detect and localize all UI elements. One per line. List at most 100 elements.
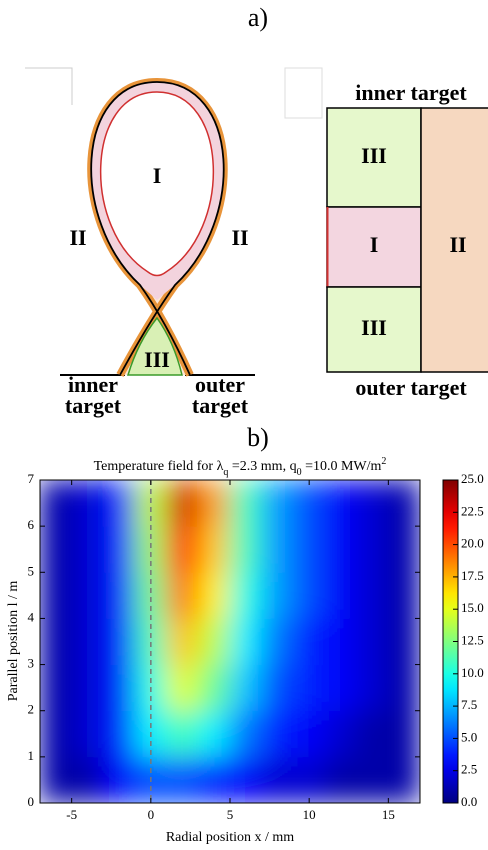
y-tick-label: 4 [28, 609, 35, 624]
private-region [126, 316, 183, 376]
x-tick-label: 15 [382, 807, 395, 822]
heat-cell [40, 480, 73, 527]
x-tick-label: 5 [227, 807, 234, 822]
separatrix [90, 81, 225, 376]
y-tick-label: 3 [28, 656, 35, 671]
heat-cell [261, 710, 294, 758]
heat-cell [197, 571, 231, 619]
heat-cell [71, 480, 104, 527]
colorbar-tick-label: 25.0 [461, 471, 484, 486]
title-part: q [223, 467, 228, 478]
x-tick-label: 0 [148, 807, 155, 822]
panel-label: b) [247, 423, 269, 452]
colorbar-tick-label: 7.5 [461, 697, 477, 712]
chart-title: Temperature field for λq =2.3 mm, q0 =10… [94, 456, 387, 478]
heat-cell [387, 664, 420, 712]
frame [25, 67, 73, 105]
heat-cell [292, 710, 326, 758]
heat-cell [229, 525, 263, 573]
heat-cell [71, 756, 104, 803]
heat-cell [71, 525, 104, 573]
y-tick-label: 7 [28, 471, 35, 486]
heat-cell [102, 525, 136, 573]
heat-cell [102, 617, 136, 666]
heat-cell [197, 756, 231, 803]
heat-cell [324, 480, 358, 527]
heat-cell [102, 710, 136, 758]
colorbar-tick-label: 5.0 [461, 729, 477, 744]
heat-cell [292, 664, 326, 712]
target-label: outer [195, 372, 245, 397]
heat-cell [102, 571, 136, 619]
heat-cell [40, 664, 73, 712]
x-tick-label: 10 [303, 807, 316, 822]
frame [284, 67, 323, 119]
heat-cell [229, 571, 263, 619]
colorbar-tick-label: 15.0 [461, 600, 484, 615]
heat-cell [387, 756, 420, 803]
heat-cell [40, 571, 73, 619]
heat-cell [387, 525, 420, 573]
heat-cell [40, 617, 73, 666]
cross-section: I II II III inner target outer target [25, 67, 255, 418]
heat-cell [387, 617, 420, 666]
region-label: I [153, 163, 162, 188]
y-tick-label: 0 [28, 794, 35, 809]
heat-cell [324, 756, 358, 803]
y-tick-label: 5 [28, 563, 35, 578]
heat-cell [229, 664, 263, 712]
heat-cell [197, 525, 231, 573]
target-label: outer target [355, 375, 467, 400]
heatmap [40, 480, 420, 803]
colorbar-tick-label: 10.0 [461, 665, 484, 680]
heat-cell [40, 756, 73, 803]
title-part: =10.0 MW/m [302, 459, 382, 474]
y-tick-label: 1 [28, 748, 35, 763]
heat-cell [166, 756, 199, 803]
heat-cell [292, 525, 326, 573]
heat-cell [356, 710, 389, 758]
heat-cell [387, 710, 420, 758]
heat-cell [292, 617, 326, 666]
region-label: III [361, 315, 387, 340]
colorbar-tick-label: 20.0 [461, 536, 484, 551]
heat-cell [166, 710, 199, 758]
heat-cell [229, 617, 263, 666]
heat-cell [261, 525, 294, 573]
heat-cell [324, 617, 358, 666]
heat-cell [71, 571, 104, 619]
heat-cell [292, 480, 326, 527]
region-label: II [449, 232, 466, 257]
heat-cell [40, 525, 73, 573]
y-tick-label: 2 [28, 702, 35, 717]
heat-cell [71, 710, 104, 758]
heat-cell [356, 756, 389, 803]
region-label: II [231, 225, 248, 250]
heat-cell [261, 664, 294, 712]
x-tick-label: -5 [66, 807, 77, 822]
heat-cell [292, 571, 326, 619]
schematic: inner target outer target III I III II [284, 67, 488, 400]
target-label: inner target [355, 80, 467, 105]
region-label: I [370, 232, 379, 257]
title-part: Temperature field for λ [94, 459, 224, 474]
heat-cell [166, 617, 199, 666]
colorbar-tick-label: 0.0 [461, 794, 477, 809]
colorbar-tick-label: 2.5 [461, 762, 477, 777]
colorbar-tick-label: 12.5 [461, 632, 484, 647]
core [99, 91, 215, 277]
heat-cell [324, 571, 358, 619]
heat-cell [261, 617, 294, 666]
heat-cell [356, 525, 389, 573]
heat-cell [102, 480, 136, 527]
title-part: 0 [297, 467, 302, 478]
heat-cell [324, 710, 358, 758]
heat-cell [166, 664, 199, 712]
region-label: III [144, 347, 170, 372]
heat-cell [324, 664, 358, 712]
title-part: =2.3 mm, q [228, 459, 296, 474]
region-label: II [69, 225, 86, 250]
heat-cell [356, 664, 389, 712]
heat-cell [229, 480, 263, 527]
